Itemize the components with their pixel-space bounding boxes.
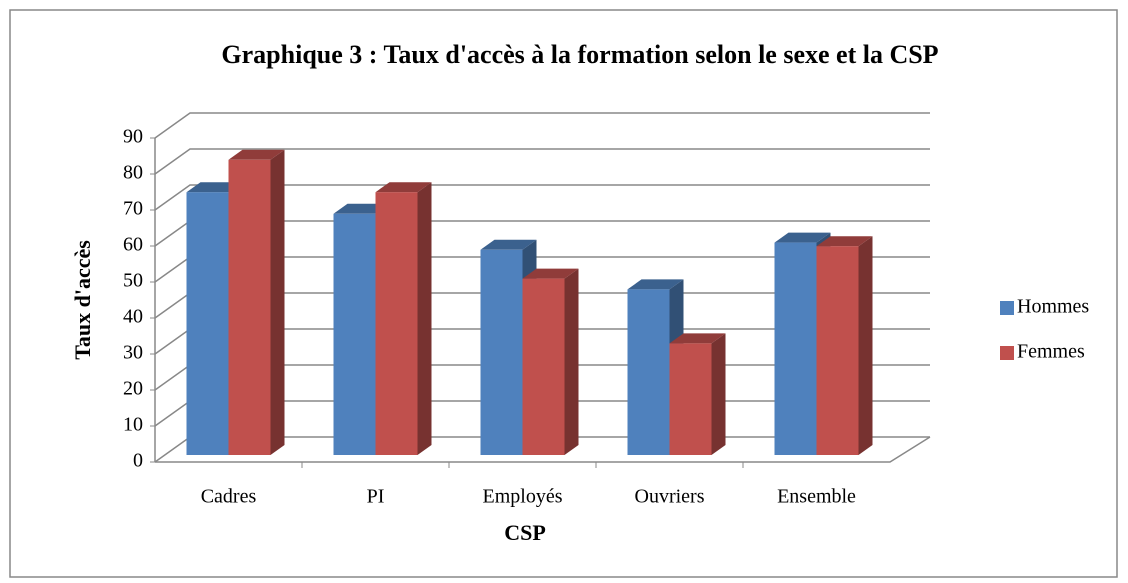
y-tick-label: 70: [123, 198, 143, 220]
bar-face: [774, 242, 817, 455]
bar-face: [858, 236, 873, 455]
grid-line: [154, 148, 930, 175]
y-tick-label: 50: [123, 270, 143, 292]
y-tick-label: 0: [133, 450, 143, 472]
legend-swatch: [1000, 346, 1014, 360]
y-tick-label: 90: [123, 126, 143, 148]
y-tick-label: 10: [123, 414, 143, 436]
bar-face: [627, 279, 684, 290]
floor: [155, 436, 931, 463]
y-tick-label: 80: [123, 162, 143, 184]
bar-face: [627, 289, 670, 455]
bar: [816, 236, 873, 455]
grid-line: [154, 184, 930, 211]
bar-face: [375, 192, 418, 455]
bar-face: [270, 149, 285, 456]
bar-face: [774, 232, 831, 243]
bar-face: [816, 236, 873, 247]
bar-face: [669, 343, 712, 455]
x-tick-label: Ouvriers: [635, 486, 705, 508]
bar-face: [522, 278, 565, 455]
y-tick-label: 20: [123, 378, 143, 400]
bar: [375, 182, 432, 455]
bar-face: [228, 159, 271, 456]
bar: [522, 268, 579, 455]
chart-title: Graphique 3 : Taux d'accès à la formatio…: [221, 40, 938, 69]
bar-face: [711, 333, 726, 455]
bar-face: [417, 182, 432, 455]
bar-face: [480, 249, 523, 455]
y-tick-label: 60: [123, 234, 143, 256]
legend-label: Hommes: [1017, 296, 1089, 318]
bar: [228, 149, 285, 456]
bar-face: [375, 182, 432, 193]
y-tick-label: 30: [123, 342, 143, 364]
bar-face: [228, 149, 285, 160]
grid-line: [154, 112, 930, 139]
x-tick-label: Cadres: [201, 486, 257, 508]
legend-label: Femmes: [1017, 341, 1085, 363]
bar-face: [522, 268, 579, 279]
y-axis-label: Taux d'accès: [70, 240, 95, 360]
x-tick-label: Ensemble: [777, 486, 856, 508]
bar-face: [480, 239, 537, 250]
bar: [669, 333, 726, 455]
x-tick-label: Employés: [483, 486, 563, 508]
x-axis-label: CSP: [504, 520, 546, 545]
y-tick-label: 40: [123, 306, 143, 328]
x-tick-label: PI: [367, 486, 385, 508]
bar-face: [186, 192, 229, 455]
bar-face: [333, 213, 376, 455]
bar-face: [816, 246, 859, 455]
legend-swatch: [1000, 301, 1014, 315]
bar-face: [669, 333, 726, 344]
bar-face: [564, 268, 579, 455]
